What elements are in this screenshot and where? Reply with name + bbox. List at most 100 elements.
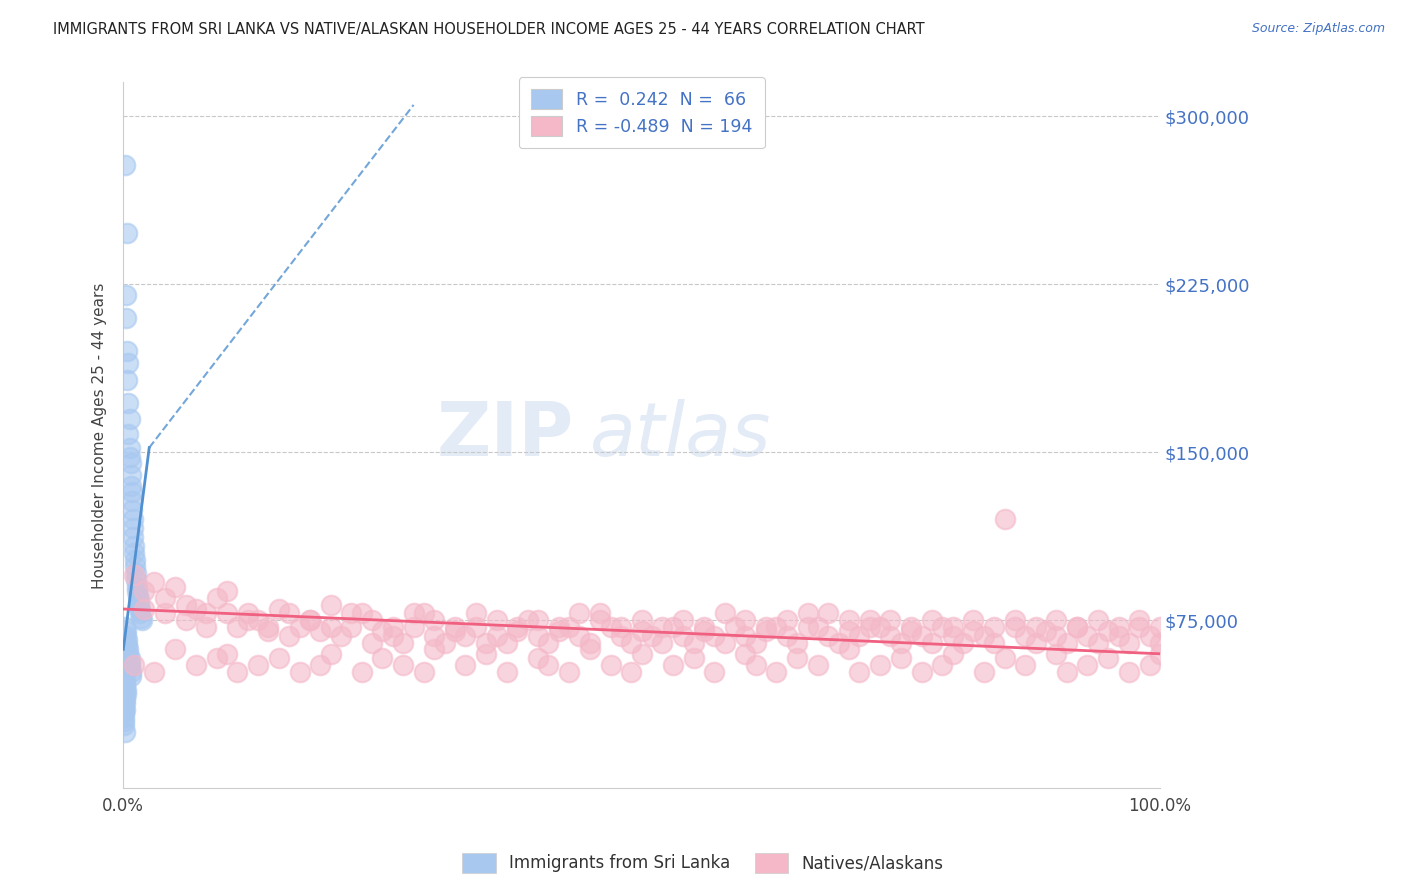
Point [900, 624, 922, 639]
Point [547, 620, 569, 634]
Point [361, 635, 384, 649]
Point [921, 635, 943, 649]
Point [117, 642, 139, 657]
Point [630, 624, 652, 639]
Point [496, 635, 519, 649]
Point [121, 521, 143, 535]
Point [744, 658, 766, 673]
Point [931, 620, 953, 634]
Point [288, 620, 311, 634]
Point [962, 613, 984, 627]
Point [1076, 658, 1098, 673]
Point [610, 620, 633, 634]
Point [361, 613, 384, 627]
Point [114, 696, 136, 710]
Point [215, 584, 238, 599]
Point [247, 658, 270, 673]
Point [900, 620, 922, 634]
Point [132, 584, 155, 599]
Point [817, 607, 839, 621]
Point [454, 629, 477, 643]
Point [786, 635, 808, 649]
Point [195, 620, 218, 634]
Point [1108, 620, 1130, 634]
Point [1045, 629, 1067, 643]
Point [423, 629, 446, 643]
Point [205, 591, 228, 605]
Point [1108, 629, 1130, 643]
Point [153, 591, 176, 605]
Point [755, 624, 778, 639]
Point [734, 629, 756, 643]
Point [776, 629, 799, 643]
Point [114, 620, 136, 634]
Point [402, 620, 425, 634]
Point [319, 598, 342, 612]
Point [568, 629, 591, 643]
Point [765, 620, 787, 634]
Point [1035, 624, 1057, 639]
Point [568, 607, 591, 621]
Point [713, 607, 735, 621]
Point [371, 624, 394, 639]
Point [114, 703, 136, 717]
Point [838, 613, 860, 627]
Point [942, 629, 965, 643]
Point [117, 396, 139, 410]
Point [120, 669, 142, 683]
Point [226, 620, 249, 634]
Point [115, 288, 138, 302]
Point [485, 613, 508, 627]
Point [117, 647, 139, 661]
Point [1066, 620, 1088, 634]
Point [527, 651, 550, 665]
Point [115, 629, 138, 643]
Point [267, 651, 290, 665]
Point [121, 485, 143, 500]
Point [620, 665, 643, 679]
Point [120, 665, 142, 679]
Point [817, 629, 839, 643]
Point [630, 613, 652, 627]
Point [184, 602, 207, 616]
Text: IMMIGRANTS FROM SRI LANKA VS NATIVE/ALASKAN HOUSEHOLDER INCOME AGES 25 - 44 YEAR: IMMIGRANTS FROM SRI LANKA VS NATIVE/ALAS… [53, 22, 925, 37]
Point [257, 620, 280, 634]
Y-axis label: Householder Income Ages 25 - 44 years: Householder Income Ages 25 - 44 years [93, 282, 107, 589]
Point [423, 642, 446, 657]
Point [506, 624, 529, 639]
Point [115, 687, 138, 701]
Text: ZIP: ZIP [437, 399, 574, 472]
Point [910, 629, 932, 643]
Point [143, 575, 166, 590]
Point [114, 678, 136, 692]
Point [350, 665, 373, 679]
Point [672, 613, 695, 627]
Point [115, 682, 138, 697]
Point [112, 709, 135, 723]
Point [112, 696, 135, 710]
Point [121, 494, 143, 508]
Point [115, 658, 138, 673]
Point [724, 620, 747, 634]
Point [128, 602, 150, 616]
Point [114, 651, 136, 665]
Point [1087, 613, 1109, 627]
Point [869, 620, 891, 634]
Point [122, 539, 145, 553]
Point [1128, 620, 1150, 634]
Point [1025, 620, 1047, 634]
Point [122, 658, 145, 673]
Point [879, 613, 901, 627]
Point [1128, 613, 1150, 627]
Point [527, 613, 550, 627]
Point [464, 607, 486, 621]
Legend: R =  0.242  N =  66, R = -0.489  N = 194: R = 0.242 N = 66, R = -0.489 N = 194 [519, 77, 765, 148]
Point [195, 607, 218, 621]
Point [1097, 624, 1119, 639]
Point [120, 456, 142, 470]
Point [1149, 647, 1171, 661]
Point [257, 624, 280, 639]
Point [444, 620, 467, 634]
Point [114, 691, 136, 706]
Point [1056, 665, 1078, 679]
